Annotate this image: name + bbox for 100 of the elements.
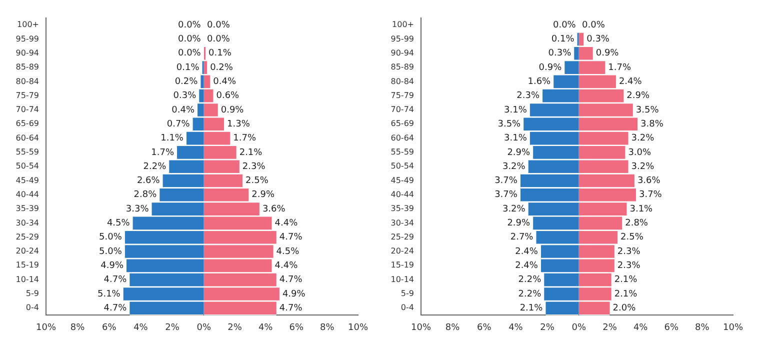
x-tick-label: 2%: [602, 322, 618, 333]
data-label: 0.6%: [216, 91, 240, 102]
x-tick-label: 4%: [633, 322, 648, 333]
y-tick-label: 65-69: [390, 119, 414, 128]
data-label: 0.3%: [586, 34, 610, 45]
data-label: 4.7%: [104, 275, 128, 286]
data-label: 2.3%: [617, 246, 640, 257]
y-tick-label: 45-49: [16, 176, 39, 185]
data-label: 3.2%: [631, 134, 654, 144]
data-label: 2.9%: [252, 190, 275, 200]
data-label: 4.4%: [274, 218, 298, 229]
y-tick-label: 55-59: [390, 148, 414, 157]
data-label: 3.8%: [640, 119, 664, 130]
x-tick-label: 10%: [722, 322, 744, 333]
data-label: 0.0%: [178, 34, 202, 45]
y-tick-label: 85-89: [390, 62, 414, 72]
data-label: 2.2%: [518, 275, 542, 286]
x-tick-label: 6%: [476, 322, 492, 333]
data-label: 1.7%: [608, 62, 632, 73]
data-label: 2.8%: [624, 218, 648, 229]
data-label: 3.2%: [631, 162, 654, 172]
y-tick-label: 75-79: [390, 90, 414, 100]
y-tick-label: 95-99: [390, 34, 414, 44]
data-label: 3.6%: [637, 176, 660, 186]
y-tick-label: 10-14: [16, 274, 39, 284]
y-tick-label: 5-9: [26, 289, 39, 298]
data-label: 2.2%: [518, 289, 542, 300]
data-label: 0.2%: [210, 62, 234, 73]
data-label: 2.6%: [136, 176, 160, 186]
y-tick-label: 80-84: [16, 76, 39, 86]
data-label: 2.9%: [626, 91, 650, 102]
data-label: 1.6%: [528, 77, 551, 88]
data-label: 0.0%: [178, 20, 202, 30]
y-tick-label: 75-79: [16, 90, 39, 100]
y-tick-label: 30-34: [16, 218, 39, 228]
data-label: 3.5%: [636, 105, 659, 116]
data-label: 2.1%: [614, 275, 638, 286]
x-tick-label: 8%: [445, 322, 460, 333]
data-label: 2.1%: [520, 303, 544, 314]
y-tick-label: 10-14: [390, 274, 414, 284]
data-label: 5.0%: [99, 232, 122, 243]
x-tick-label: 4%: [258, 322, 274, 333]
data-label: 3.1%: [504, 134, 528, 144]
data-label: 4.7%: [279, 275, 303, 286]
x-tick-label: 8%: [70, 322, 86, 333]
data-label: 2.7%: [510, 232, 534, 243]
data-label: 0.9%: [596, 48, 619, 59]
data-label: 4.9%: [100, 261, 124, 272]
x-tick-label: 2%: [228, 322, 242, 333]
data-label: 0.4%: [172, 105, 195, 116]
y-tick-label: 35-39: [16, 204, 39, 214]
data-label: 0.0%: [582, 20, 606, 30]
y-tick-label: 95-99: [16, 34, 39, 44]
data-label: 0.3%: [548, 48, 572, 59]
x-tick-label: 2%: [165, 322, 180, 333]
data-label: 2.4%: [618, 77, 642, 88]
data-label: 2.9%: [507, 148, 530, 158]
data-label: 4.7%: [104, 303, 128, 314]
data-label: 0.2%: [174, 77, 198, 88]
data-label: 3.7%: [494, 176, 518, 186]
data-label: 2.5%: [245, 176, 269, 186]
data-label: 2.3%: [242, 162, 266, 172]
x-tick-label: 0%: [572, 322, 586, 333]
data-label: 2.1%: [239, 148, 263, 158]
data-label: 4.4%: [274, 261, 298, 272]
x-tick-label: 8%: [320, 322, 335, 333]
y-tick-label: 50-54: [16, 162, 39, 171]
y-tick-label: 60-64: [16, 133, 39, 142]
data-label: 2.4%: [514, 246, 538, 257]
data-label: 2.9%: [507, 218, 530, 229]
x-tick-label: 6%: [102, 322, 117, 333]
y-tick-label: 45-49: [390, 176, 414, 185]
y-tick-label: 20-24: [16, 246, 39, 256]
data-label: 2.2%: [143, 162, 167, 172]
y-tick-label: 0-4: [26, 303, 39, 312]
data-label: 4.7%: [279, 303, 303, 314]
y-tick-label: 15-19: [16, 260, 39, 270]
y-tick-label: 70-74: [16, 105, 39, 114]
y-tick-label: 60-64: [390, 133, 414, 142]
data-label: 3.2%: [502, 162, 526, 172]
x-tick-label: 6%: [664, 322, 679, 333]
data-label: 0.0%: [206, 34, 230, 45]
data-label: 0.1%: [551, 34, 575, 45]
data-label: 0.7%: [166, 119, 190, 130]
y-tick-label: 25-29: [390, 232, 414, 242]
y-tick-label: 55-59: [16, 148, 39, 157]
x-tick-label: 4%: [134, 322, 148, 333]
y-tick-label: 5-9: [400, 289, 414, 298]
data-label: 3.7%: [494, 190, 518, 200]
data-label: 2.0%: [612, 303, 636, 314]
data-label: 0.3%: [173, 91, 197, 102]
y-tick-label: 100+: [17, 20, 39, 30]
x-tick-label: 0%: [196, 322, 212, 333]
data-label: 1.7%: [233, 134, 256, 144]
x-tick-label: 4%: [508, 322, 524, 333]
x-tick-label: 10%: [348, 322, 368, 333]
data-label: 4.7%: [279, 232, 303, 243]
data-label: 0.0%: [206, 20, 230, 30]
data-label: 4.5%: [276, 246, 300, 257]
data-label: 3.3%: [126, 204, 150, 214]
